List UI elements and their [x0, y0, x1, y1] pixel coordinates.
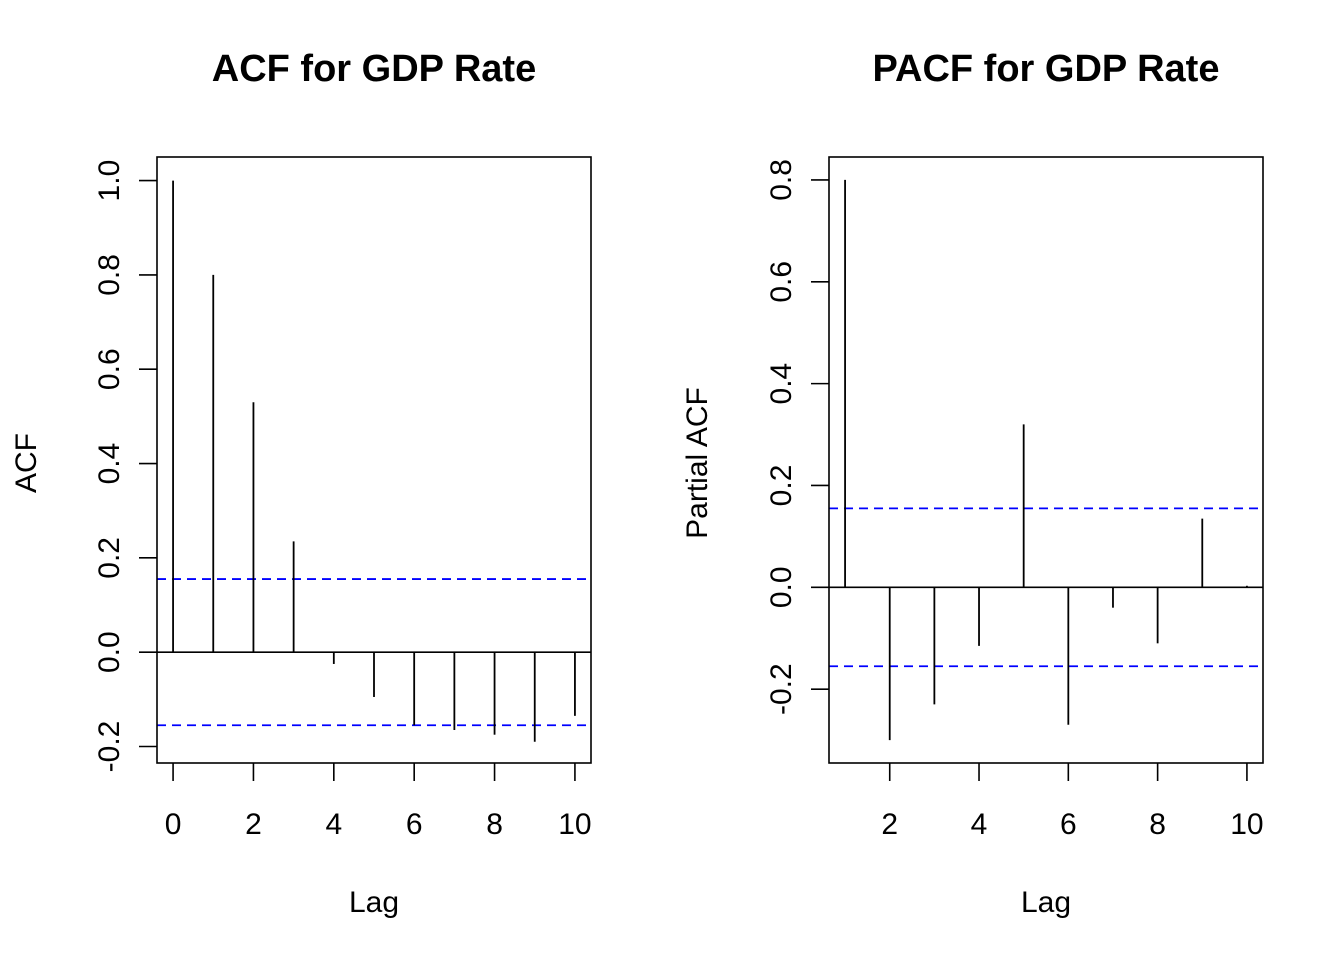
pacf-y-tick-label: 0.6 — [765, 261, 798, 303]
pacf-y-axis-label: Partial ACF — [681, 387, 714, 539]
pacf-x-tick-label: 4 — [971, 808, 988, 841]
acf-plot-frame — [156, 156, 592, 764]
pacf-stems — [844, 179, 1248, 741]
acf-x-tick-label: 2 — [245, 808, 262, 841]
acf-title: ACF for GDP Rate — [212, 48, 536, 90]
pacf-x-axis-label: Lag — [1021, 886, 1071, 919]
acf-ticks: 0 2 4 6 8 10 -0.2 0.0 0.2 0.4 0.6 0.8 1.0 — [93, 160, 592, 841]
acf-y-tick-label: 0.4 — [93, 443, 126, 485]
pacf-title: PACF for GDP Rate — [873, 48, 1220, 90]
acf-x-tick-label: 8 — [486, 808, 503, 841]
pacf-x-tick-label: 2 — [881, 808, 898, 841]
acf-panel: ACF for GDP Rate Lag ACF 0 2 4 6 8 10-0.20.00… — [10, 48, 592, 919]
pacf-plot-frame — [828, 156, 1264, 764]
pacf-x-tick-label: 8 — [1149, 808, 1166, 841]
acf-y-tick-label: 0.2 — [93, 537, 126, 579]
pacf-y-tick-label: 0.8 — [765, 159, 798, 201]
pacf-y-tick-label: 0.2 — [765, 465, 798, 507]
pacf-y-tick-label: 0.4 — [765, 363, 798, 405]
pacf-y-tick-label: -0.2 — [765, 663, 798, 715]
acf-y-axis-label: ACF — [10, 433, 43, 493]
acf-y-tick-label: 0.6 — [93, 348, 126, 390]
pacf-x-tick-label: 6 — [1060, 808, 1077, 841]
acf-x-axis-label: Lag — [349, 886, 399, 919]
acf-y-tick-label: 0.0 — [93, 631, 126, 673]
acf-x-tick-label: 10 — [558, 808, 591, 841]
acf-x-tick-label: 4 — [325, 808, 342, 841]
pacf-ticks: 2 4 6 8 10 -0.2 0.0 0.2 0.4 0.6 0.8 — [765, 159, 1264, 841]
acf-x-tick-label: 6 — [406, 808, 423, 841]
pacf-confidence-band — [829, 507, 1263, 668]
acf-stems — [172, 180, 576, 742]
pacf-y-tick-label: 0.0 — [765, 566, 798, 608]
acf-y-tick-label: 1.0 — [93, 160, 126, 202]
acf-x-tick-label: 0 — [165, 808, 182, 841]
acf-y-tick-label: 0.8 — [93, 254, 126, 296]
pacf-x-tick-label: 10 — [1230, 808, 1263, 841]
acf-y-tick-label: -0.2 — [93, 721, 126, 773]
pacf-panel: PACF for GDP Rate Lag Partial ACF 2 4 6 8 10… — [681, 48, 1264, 919]
